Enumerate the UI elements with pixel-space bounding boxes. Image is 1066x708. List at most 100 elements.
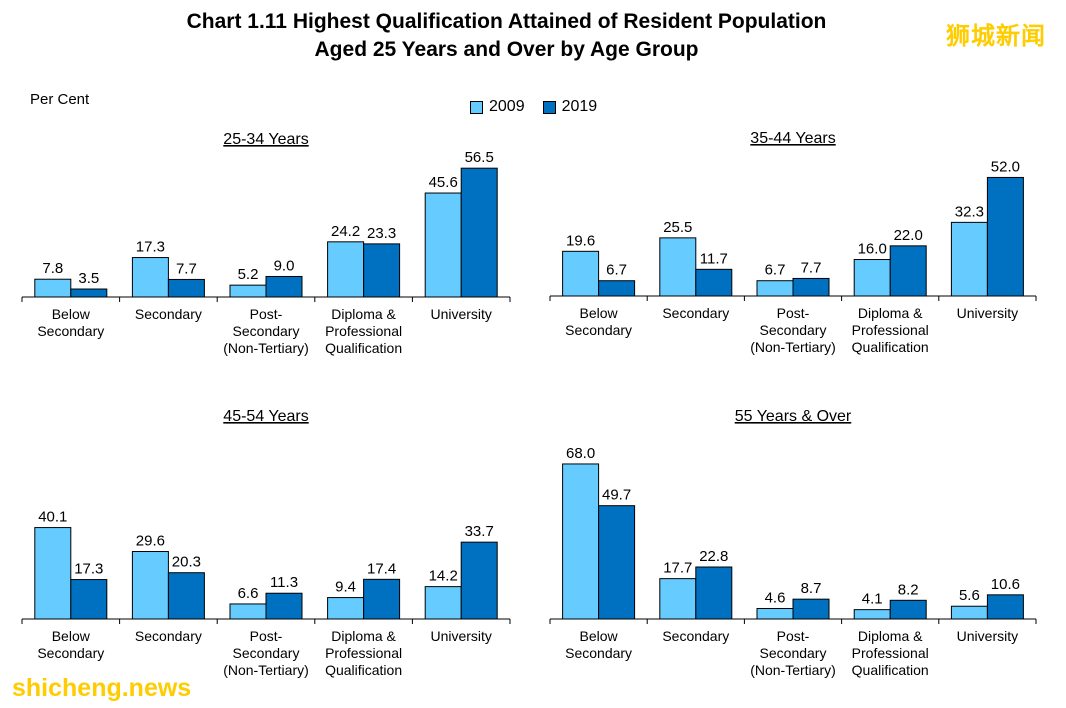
category-label-55-years-over-2: Post- <box>777 628 810 644</box>
panel-title-45-54-years: 45-54 Years <box>223 408 308 425</box>
value-label-35-44-years-2009-1: 25.5 <box>663 219 692 236</box>
value-label-45-54-years-2009-1: 29.6 <box>136 533 165 550</box>
bar-45-54-years-2009-3 <box>327 597 365 620</box>
category-label-55-years-over-3: Diploma & <box>858 628 923 644</box>
category-label-35-44-years-2: (Non-Tertiary) <box>750 339 836 355</box>
category-label-45-54-years-2: Post- <box>250 628 283 644</box>
category-label-35-44-years-0: Secondary <box>565 322 632 338</box>
legend: 2009 2019 <box>470 98 615 116</box>
bar-25-34-years-2019-1 <box>167 278 205 298</box>
value-label-55-years-over-2019-0: 49.7 <box>602 487 631 504</box>
value-label-35-44-years-2019-3: 22.0 <box>894 227 923 244</box>
value-label-25-34-years-2009-3: 24.2 <box>331 223 360 240</box>
watermark-top: 狮城新闻 <box>946 23 1046 50</box>
bar-45-54-years-2019-4 <box>460 541 498 620</box>
category-label-35-44-years-3: Qualification <box>852 339 929 355</box>
category-label-55-years-over-0: Below <box>580 628 619 644</box>
value-label-25-34-years-2019-4: 56.5 <box>465 149 494 166</box>
value-label-25-34-years-2009-4: 45.6 <box>429 174 458 191</box>
category-label-25-34-years-2: Secondary <box>233 323 300 339</box>
legend-swatch-2009 <box>470 100 483 114</box>
value-label-25-34-years-2019-0: 3.5 <box>78 270 99 287</box>
legend-item-2019: 2019 <box>542 98 597 116</box>
category-label-45-54-years-2: Secondary <box>233 645 300 661</box>
value-label-45-54-years-2009-2: 6.6 <box>238 585 259 602</box>
category-label-35-44-years-1: Secondary <box>662 305 729 321</box>
value-label-25-34-years-2009-0: 7.8 <box>42 260 63 277</box>
category-label-25-34-years-2: (Non-Tertiary) <box>223 340 309 356</box>
category-label-45-54-years-0: Secondary <box>37 645 104 661</box>
bar-35-44-years-2009-1 <box>659 237 697 297</box>
value-label-35-44-years-2019-2: 7.7 <box>801 259 822 276</box>
bar-35-44-years-2019-2 <box>792 277 830 297</box>
value-label-25-34-years-2019-3: 23.3 <box>367 225 396 242</box>
category-label-25-34-years-0: Below <box>52 306 91 322</box>
value-label-35-44-years-2019-0: 6.7 <box>606 262 627 279</box>
bar-25-34-years-2009-2 <box>229 284 267 298</box>
watermark-bottom: shicheng.news <box>12 674 192 702</box>
category-label-55-years-over-2: Secondary <box>760 645 827 661</box>
category-label-55-years-over-2: (Non-Tertiary) <box>750 662 836 678</box>
value-label-55-years-over-2009-4: 5.6 <box>959 587 980 604</box>
bar-45-54-years-2009-2 <box>229 603 267 620</box>
category-label-45-54-years-0: Below <box>52 628 91 644</box>
category-label-25-34-years-3: Diploma & <box>331 306 396 322</box>
value-label-55-years-over-2009-0: 68.0 <box>566 445 595 462</box>
bar-25-34-years-2009-4 <box>424 192 462 298</box>
value-label-45-54-years-2019-4: 33.7 <box>465 523 494 540</box>
unit-label: Per Cent <box>30 91 90 108</box>
category-label-35-44-years-4: University <box>957 305 1018 321</box>
bar-25-34-years-2019-0 <box>70 288 108 298</box>
category-label-45-54-years-4: University <box>430 628 491 644</box>
bar-45-54-years-2019-1 <box>167 572 205 620</box>
value-label-55-years-over-2019-2: 8.7 <box>801 580 822 597</box>
value-label-55-years-over-2019-3: 8.2 <box>898 581 919 598</box>
bar-25-34-years-2019-3 <box>363 243 401 298</box>
panel-title-55-years-over: 55 Years & Over <box>735 408 852 425</box>
bar-25-34-years-2019-2 <box>265 275 303 298</box>
bar-25-34-years-2009-1 <box>131 257 169 298</box>
category-label-55-years-over-1: Secondary <box>662 628 729 644</box>
value-label-45-54-years-2009-0: 40.1 <box>38 509 67 526</box>
bar-45-54-years-2009-0 <box>34 527 72 620</box>
value-label-35-44-years-2009-3: 16.0 <box>858 241 887 258</box>
bar-35-44-years-2019-1 <box>695 268 733 297</box>
bar-35-44-years-2019-4 <box>986 176 1024 297</box>
value-label-55-years-over-2009-3: 4.1 <box>862 591 883 608</box>
category-label-35-44-years-0: Below <box>580 305 619 321</box>
value-label-45-54-years-2009-3: 9.4 <box>335 579 356 596</box>
category-label-35-44-years-2: Post- <box>777 305 810 321</box>
chart-title: Chart 1.11 Highest Qualification Attaine… <box>0 8 1013 64</box>
value-label-45-54-years-2019-1: 20.3 <box>172 554 201 571</box>
category-label-45-54-years-3: Diploma & <box>331 628 396 644</box>
category-label-55-years-over-4: University <box>957 628 1018 644</box>
bar-35-44-years-2009-0 <box>562 250 600 297</box>
category-label-25-34-years-1: Secondary <box>135 306 202 322</box>
bar-45-54-years-2019-3 <box>363 578 401 620</box>
category-label-55-years-over-3: Qualification <box>852 662 929 678</box>
bar-55-years-over-2009-2 <box>756 608 794 620</box>
category-label-35-44-years-2: Secondary <box>760 322 827 338</box>
bar-55-years-over-2019-4 <box>986 594 1024 620</box>
category-label-35-44-years-3: Professional <box>852 322 929 338</box>
bar-45-54-years-2009-1 <box>131 551 169 620</box>
bar-55-years-over-2009-3 <box>853 609 891 620</box>
value-label-55-years-over-2019-4: 10.6 <box>991 576 1020 593</box>
bar-35-44-years-2019-0 <box>598 280 636 297</box>
legend-item-2009: 2009 <box>470 98 525 116</box>
category-label-45-54-years-2: (Non-Tertiary) <box>223 662 309 678</box>
value-label-25-34-years-2019-2: 9.0 <box>274 257 295 274</box>
category-label-35-44-years-3: Diploma & <box>858 305 923 321</box>
bar-35-44-years-2019-3 <box>889 245 927 297</box>
category-label-55-years-over-0: Secondary <box>565 645 632 661</box>
panel-title-35-44-years: 35-44 Years <box>750 130 835 147</box>
bar-45-54-years-2019-2 <box>265 592 303 620</box>
value-label-35-44-years-2019-1: 11.7 <box>700 250 728 267</box>
bar-35-44-years-2009-3 <box>853 259 891 297</box>
value-label-45-54-years-2019-3: 17.4 <box>367 560 396 577</box>
bar-55-years-over-2009-1 <box>659 578 697 620</box>
value-label-55-years-over-2019-1: 22.8 <box>699 548 728 565</box>
panel-title-25-34-years: 25-34 Years <box>223 131 308 148</box>
value-label-45-54-years-2019-0: 17.3 <box>74 561 103 578</box>
